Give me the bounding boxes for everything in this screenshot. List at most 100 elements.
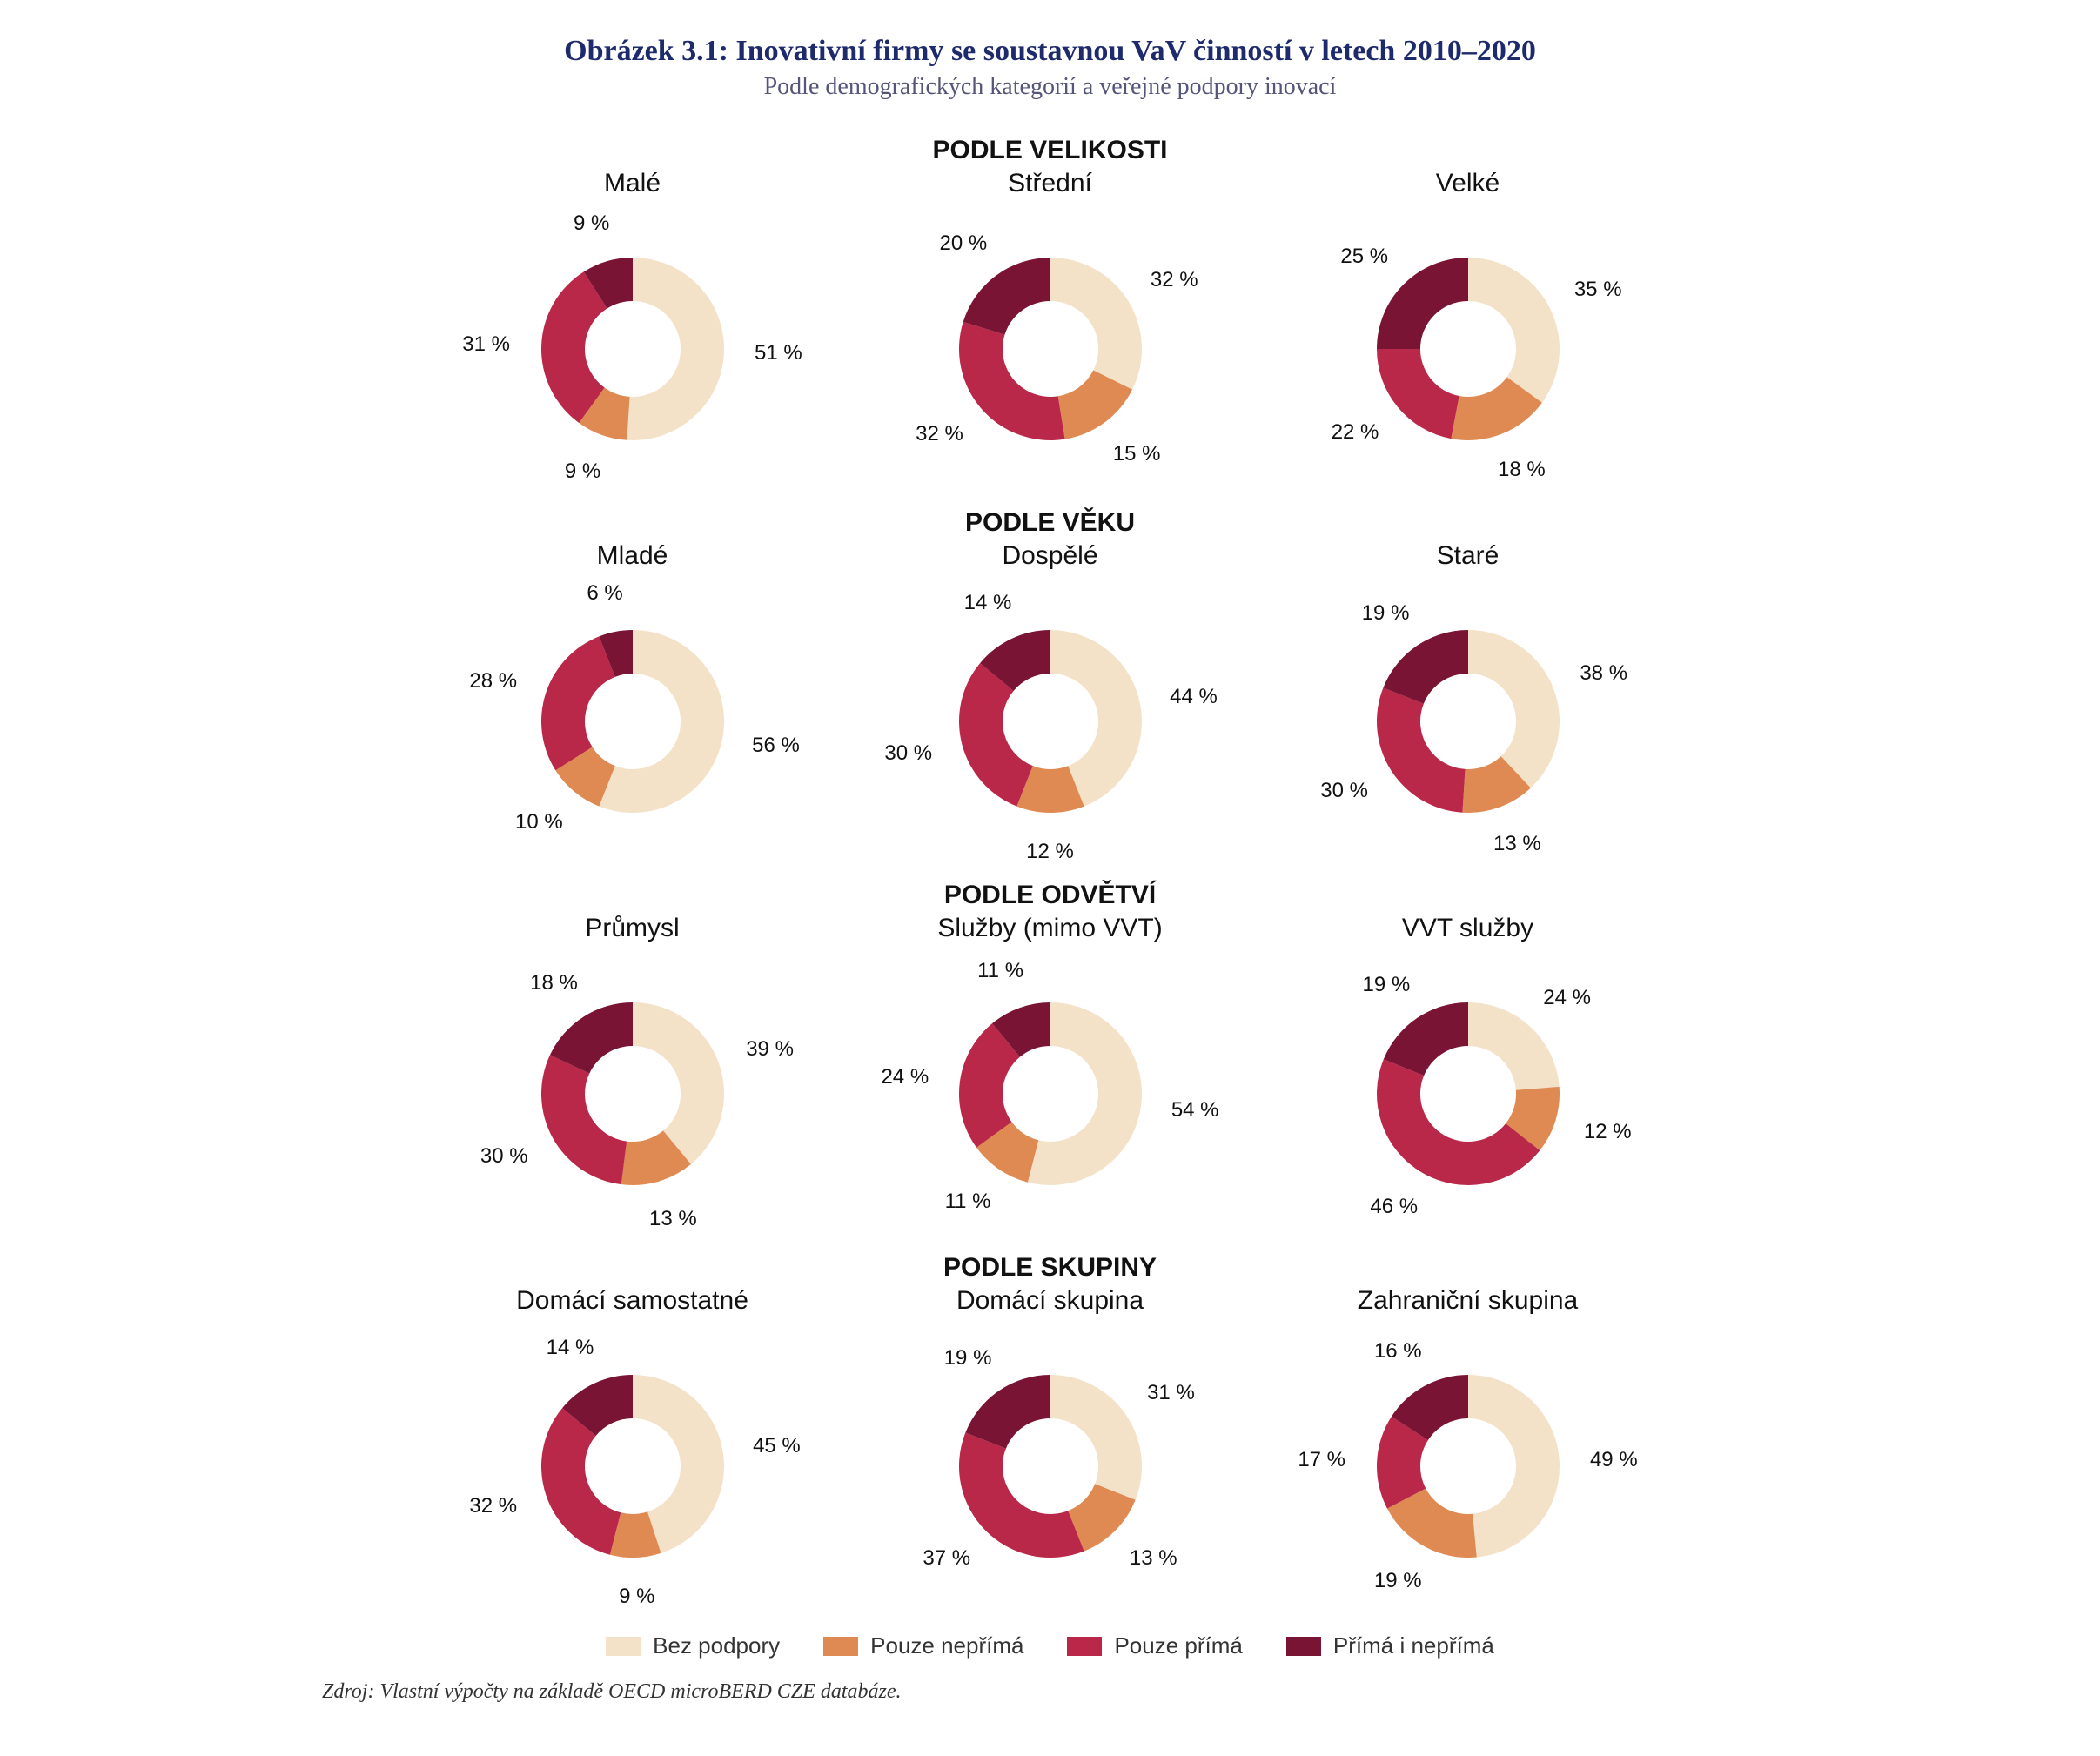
chart-cell: Průmysl39 %13 %30 %18 % (441, 914, 824, 1229)
donut-slice (540, 1408, 620, 1555)
legend-swatch (606, 1637, 641, 1656)
chart-row: Malé51 %9 %31 %9 %Střední32 %15 %32 %20 … (70, 169, 2030, 484)
donut-slice (1468, 1375, 1560, 1558)
slice-value-label: 35 % (1574, 278, 1622, 302)
slice-value-label: 32 % (916, 422, 963, 446)
slice-value-label: 9 % (619, 1585, 654, 1609)
slice-value-label: 56 % (752, 734, 800, 758)
slice-value-label: 9 % (574, 211, 609, 236)
legend-item: Pouze nepřímá (823, 1632, 1023, 1659)
slice-value-label: 6 % (587, 581, 622, 606)
slice-value-label: 11 % (945, 1190, 991, 1214)
legend-label: Přímá i nepřímá (1333, 1632, 1494, 1659)
slice-value-label: 19 % (1362, 601, 1410, 626)
slice-value-label: 25 % (1340, 245, 1388, 269)
chart-label: Malé (604, 169, 661, 198)
donut-slice (1468, 258, 1560, 403)
slice-value-label: 31 % (1147, 1381, 1195, 1405)
section-title: PODLE VĚKU (70, 508, 2030, 538)
section-title: PODLE VELIKOSTI (70, 136, 2030, 165)
slice-value-label: 24 % (881, 1065, 929, 1089)
slice-value-label: 22 % (1332, 420, 1379, 445)
chart-label: Mladé (597, 541, 668, 571)
slice-value-label: 19 % (1363, 973, 1411, 997)
slice-value-label: 37 % (923, 1546, 970, 1571)
slice-value-label: 24 % (1543, 986, 1591, 1010)
section-title: PODLE SKUPINY (70, 1253, 2030, 1283)
chart-cell: Velké 35 % 18 % 22 % 25 % (1277, 169, 1660, 484)
slice-value-label: 14 % (964, 591, 1012, 615)
slice-value-label: 19 % (944, 1346, 992, 1371)
donut-chart: 38 % 13 % 30 % 19 % (1285, 578, 1651, 856)
chart-label: Domácí samostatné (516, 1286, 748, 1316)
donut-chart: 32 %15 %32 %20 % (868, 205, 1233, 484)
slice-value-label: 12 % (1584, 1120, 1632, 1144)
donut-slice (965, 1375, 1050, 1449)
donut-chart: 45 %9 %32 %14 % (450, 1323, 815, 1601)
donut-chart: 54 %11 %24 %11 % (868, 950, 1233, 1229)
legend-item: Bez podpory (606, 1632, 780, 1659)
slice-value-label: 11 % (977, 959, 1023, 983)
donut-slice (627, 258, 724, 440)
page: Obrázek 3.1: Inovativní firmy se soustav… (0, 0, 2100, 1756)
slice-value-label: 39 % (746, 1037, 794, 1062)
chart-label: VVT služby (1402, 914, 1533, 943)
chart-label: Střední (1008, 169, 1092, 198)
slice-value-label: 38 % (1580, 661, 1627, 686)
slice-value-label: 46 % (1370, 1195, 1418, 1219)
donut-chart: 51 % 9 % 31 % 9 % (450, 205, 815, 484)
donut-slice (1050, 1375, 1142, 1500)
donut-slice (1383, 630, 1468, 704)
chart-label: Služby (mimo VVT) (937, 914, 1162, 943)
slice-value-label: 15 % (1113, 442, 1161, 466)
donut-slice (959, 1432, 1084, 1558)
legend-item: Pouze přímá (1067, 1632, 1242, 1659)
chart-cell: Střední32 %15 %32 %20 % (859, 169, 1242, 484)
chart-cell: Domácí skupina31 %13 %37 %19 % (859, 1286, 1242, 1601)
section-title: PODLE ODVĚTVÍ (70, 881, 2030, 910)
donut-chart: 35 % 18 % 22 % 25 % (1285, 205, 1651, 484)
chart-label: Domácí skupina (956, 1286, 1144, 1316)
slice-value-label: 30 % (884, 741, 932, 766)
donut-slice (963, 258, 1050, 335)
slice-value-label: 51 % (755, 341, 802, 365)
donut-slice (959, 663, 1033, 807)
donut-chart: 44 %12 %30 %14 % (868, 578, 1233, 856)
donut-slice (959, 322, 1065, 440)
slice-value-label: 13 % (1493, 832, 1541, 856)
donut-slice (1050, 258, 1142, 390)
slice-value-label: 31 % (462, 332, 510, 357)
chart-cell: Mladé56 %10 %28 %6 % (441, 541, 824, 856)
slice-value-label: 9 % (565, 459, 600, 484)
legend-swatch (1286, 1637, 1321, 1656)
donut-chart: 49 %19 %17 %16 % (1285, 1323, 1651, 1601)
source-note: Zdroj: Vlastní výpočty na základě OECD m… (322, 1680, 2030, 1704)
donut-slice (1468, 630, 1560, 788)
chart-label: Velké (1436, 169, 1500, 198)
chart-cell: Domácí samostatné 45 %9 %32 %14 % (441, 1286, 824, 1601)
chart-row: Domácí samostatné45 %9 %32 %14 %Domácí s… (70, 1286, 2030, 1601)
slice-value-label: 14 % (547, 1336, 594, 1360)
slice-value-label: 18 % (1498, 458, 1546, 482)
slice-value-label: 19 % (1374, 1569, 1422, 1593)
donut-slice (541, 636, 615, 770)
chart-cell: Služby (mimo VVT)54 %11 %24 %11 % (859, 914, 1242, 1229)
chart-label: Staré (1437, 541, 1500, 571)
figure-subtitle: Podle demografických kategorií a veřejné… (70, 73, 2030, 101)
slice-value-label: 30 % (1320, 779, 1368, 803)
legend: Bez podpory Pouze nepřímá Pouze přímá Přímá… (70, 1632, 2030, 1659)
slice-value-label: 44 % (1170, 685, 1218, 709)
donut-slice (541, 1055, 627, 1184)
donut-slice (1468, 1002, 1560, 1090)
donut-chart: 56 %10 %28 %6 % (450, 578, 815, 856)
chart-label: Zahraniční skupina (1358, 1286, 1578, 1316)
legend-swatch (823, 1637, 858, 1656)
chart-label: Dospělé (1002, 541, 1097, 571)
legend-item: Přímá i nepřímá (1286, 1632, 1494, 1659)
slice-value-label: 16 % (1374, 1339, 1422, 1364)
chart-row: Průmysl39 %13 %30 %18 % Služby (mimo VVT)… (70, 914, 2030, 1229)
donut-chart: 31 %13 %37 %19 % (868, 1323, 1233, 1601)
slice-value-label: 10 % (515, 810, 563, 834)
slice-value-label: 45 % (753, 1434, 801, 1458)
slice-value-label: 32 % (1151, 268, 1198, 292)
